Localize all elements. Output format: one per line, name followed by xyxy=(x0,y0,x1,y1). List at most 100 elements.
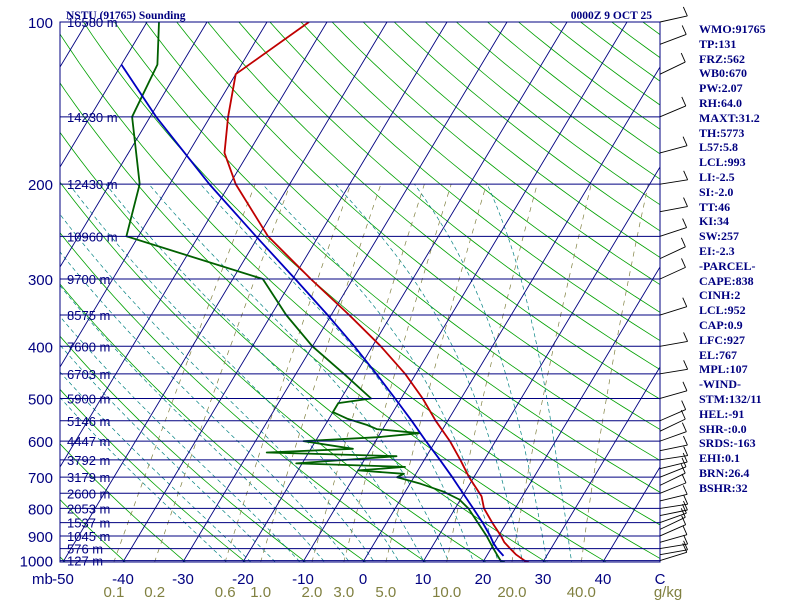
temperature-tick-label: 0 xyxy=(359,571,367,588)
height-label: 2053 m xyxy=(67,501,110,516)
index-value: LCL:993 xyxy=(699,155,746,170)
wind-barb-flag xyxy=(680,52,686,63)
index-value: LCL:952 xyxy=(699,303,746,318)
wind-barb-staff xyxy=(659,61,686,75)
height-label: 1045 m xyxy=(67,529,110,544)
wind-barb-flag xyxy=(683,446,689,456)
isotherm xyxy=(302,22,628,562)
index-value: LFC:927 xyxy=(699,332,745,347)
dry-adiabat xyxy=(300,22,660,313)
temperature-tick-label: -30 xyxy=(172,571,194,588)
index-value: EI:-2.3 xyxy=(699,243,735,258)
dry-adiabat xyxy=(269,22,660,342)
wind-barb-staff xyxy=(659,524,686,537)
pressure-tick-label: 800 xyxy=(28,501,53,518)
dry-adiabat xyxy=(60,33,660,559)
temperature-unit-label: C xyxy=(655,571,666,588)
pressure-tick-label: 1000 xyxy=(20,554,53,571)
wind-barb-flag xyxy=(682,297,688,307)
mixing-ratio-label: 0.6 xyxy=(215,584,236,600)
mixing-ratio-line xyxy=(580,184,649,562)
dry-adiabat xyxy=(60,181,487,562)
moist-adiabat xyxy=(200,183,474,562)
station-title: NSTU (91765) Sounding xyxy=(66,10,186,22)
height-label: 7600 m xyxy=(67,339,110,354)
plot-frame xyxy=(59,21,661,563)
index-value: TP:131 xyxy=(699,36,737,51)
index-value: STM:132/11 xyxy=(699,391,762,406)
dry-adiabat xyxy=(238,22,660,370)
moist-adiabat xyxy=(148,183,450,562)
index-value: SHR-:0.0 xyxy=(699,421,747,436)
wind-barb-staff xyxy=(659,466,687,478)
wind-barb-staff xyxy=(659,105,686,118)
index-value: EHI:0.1 xyxy=(699,451,741,466)
isotherm xyxy=(60,22,148,168)
temperature-tick-label: -40 xyxy=(112,571,134,588)
mixing-ratio-line xyxy=(260,183,382,562)
isotherm xyxy=(362,66,660,562)
index-value: RH:64.0 xyxy=(699,95,742,110)
height-label: 9700 m xyxy=(67,272,110,287)
index-value: TT:46 xyxy=(699,199,731,214)
mixing-ratio-line xyxy=(511,184,592,562)
temperature-tick-label: -50 xyxy=(52,571,74,588)
mixing-ratio-line xyxy=(446,184,538,562)
moist-adiabat xyxy=(60,213,375,562)
pressure-tick-label: 200 xyxy=(28,177,53,194)
dry-adiabat xyxy=(145,22,660,461)
wind-barb-staff xyxy=(659,179,688,185)
index-value: FRZ:562 xyxy=(699,51,745,66)
mixing-ratio-label: 5.0 xyxy=(375,584,396,600)
wind-barb-staff xyxy=(659,549,688,556)
wind-barbs xyxy=(659,6,689,562)
isotherm xyxy=(182,22,508,562)
index-value: CAP:0.9 xyxy=(699,317,743,332)
index-value: CAPE:838 xyxy=(699,273,754,288)
index-value: SI:-2.0 xyxy=(699,184,734,199)
wind-barb-flag xyxy=(681,96,687,107)
index-panel: WMO:91765 TP:131 FRZ:562 WB0:670 PW:2.07 RH:6… xyxy=(699,22,799,496)
wind-barb-flag xyxy=(681,457,687,467)
plot-area xyxy=(60,22,660,562)
wind-barb-flag xyxy=(683,435,688,446)
index-value: HEL:-91 xyxy=(699,406,745,421)
temperature-tick-label: 30 xyxy=(535,571,552,588)
dry-adiabat xyxy=(60,283,367,562)
index-value: MAXT:31.2 xyxy=(699,110,760,125)
index-value: BRN:26.4 xyxy=(699,465,750,480)
isotherm xyxy=(482,266,660,562)
isotherm xyxy=(602,466,660,562)
wind-barb-flag xyxy=(683,332,688,342)
moist-adiabat xyxy=(60,396,228,562)
mixing-ratio-label: 10.0 xyxy=(432,584,461,600)
height-label: 127 m xyxy=(67,554,103,569)
mixing-ratio-line xyxy=(343,183,452,562)
wind-barb-staff xyxy=(659,455,688,461)
index-value: PW:2.07 xyxy=(699,81,743,96)
pressure-tick-label: 100 xyxy=(28,15,53,32)
moist-adiabat xyxy=(262,183,499,562)
height-label: 10960 m xyxy=(67,229,118,244)
pressure-tick-label: 300 xyxy=(28,272,53,289)
wind-barb-staff xyxy=(659,418,686,432)
height-label: 576 m xyxy=(67,542,103,557)
wind-barb-staff xyxy=(659,493,688,502)
moist-adiabat xyxy=(68,183,400,562)
wind-barb-staff xyxy=(659,444,688,452)
height-label: 2600 m xyxy=(67,486,110,501)
mixing-ratio-label: 1.0 xyxy=(250,584,271,600)
wind-barb-staff xyxy=(659,368,688,375)
wind-barb-flag xyxy=(682,381,688,391)
dry-adiabat xyxy=(425,22,660,206)
height-label: 6703 m xyxy=(67,367,110,382)
mixing-ratio-label: 0.1 xyxy=(103,584,124,600)
wind-barb-flag xyxy=(683,170,689,180)
mixing-ratio-label: 2.0 xyxy=(302,584,323,600)
index-value: SRDS:-163 xyxy=(699,436,756,451)
wind-barb-flag xyxy=(680,508,686,518)
mixing-ratio-label: 20.0 xyxy=(497,584,526,600)
parcel-path xyxy=(120,64,505,557)
